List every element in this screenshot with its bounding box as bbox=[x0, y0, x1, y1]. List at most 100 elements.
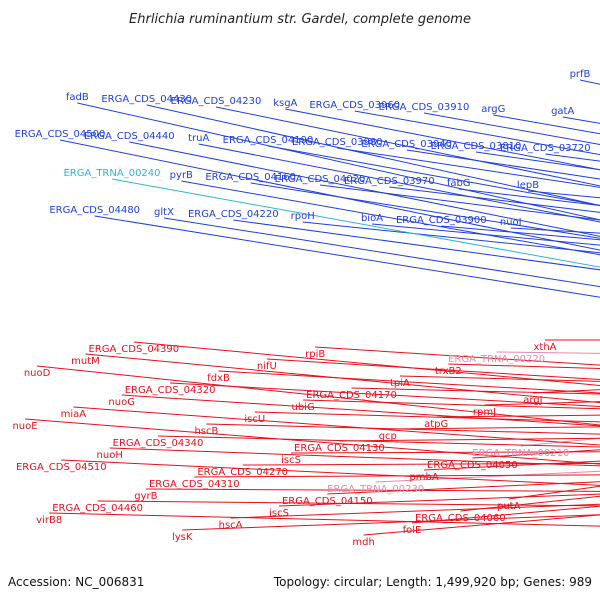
gene-label[interactable]: ERGA_CDS_04460 bbox=[52, 503, 143, 514]
gene-label[interactable]: fabG bbox=[447, 178, 471, 189]
label-leader bbox=[319, 184, 600, 221]
label-leader-layer bbox=[24, 79, 600, 536]
gene-label[interactable]: truA bbox=[188, 133, 209, 144]
gene-label[interactable]: fdxB bbox=[207, 373, 230, 384]
gene-label[interactable]: ERGA_CDS_04020 bbox=[275, 174, 366, 185]
gene-label[interactable]: iscS bbox=[281, 455, 301, 466]
gene-label[interactable]: virB8 bbox=[36, 515, 62, 526]
gene-label[interactable]: gcp bbox=[379, 431, 397, 442]
label-leader bbox=[406, 149, 600, 180]
label-leader bbox=[351, 387, 600, 395]
gene-label[interactable]: rpmJ bbox=[473, 407, 496, 418]
gene-label[interactable]: nifU bbox=[257, 361, 277, 372]
gene-label[interactable]: ERGA_CDS_04230 bbox=[171, 96, 262, 107]
label-leader bbox=[129, 141, 600, 237]
gene-label[interactable]: ERGA_CDS_04060 bbox=[415, 513, 506, 524]
gene-label[interactable]: putA bbox=[497, 501, 521, 512]
gene-label[interactable]: ERGA_CDS_03940 bbox=[361, 139, 452, 150]
label-leader bbox=[146, 104, 600, 207]
gene-label[interactable]: ERGA_CDS_04190 bbox=[223, 135, 314, 146]
gene-label[interactable]: tpiA bbox=[390, 378, 410, 389]
gene-label[interactable]: nuoI bbox=[500, 217, 522, 228]
gene-label[interactable]: argG bbox=[481, 104, 505, 115]
label-leader bbox=[61, 459, 600, 486]
label-leader bbox=[111, 178, 600, 268]
gene-label[interactable]: lysK bbox=[172, 532, 193, 543]
gene-label[interactable]: ERGA_TRNA_00220 bbox=[448, 354, 545, 365]
gene-label[interactable]: ERGA_CDS_04430 bbox=[101, 94, 192, 105]
gene-label[interactable]: ERGA_CDS_03960 bbox=[309, 100, 400, 111]
gene-label[interactable]: gyrB bbox=[134, 491, 157, 502]
gene-label[interactable]: rpiB bbox=[305, 349, 325, 360]
gene-label[interactable]: ERGA_TRNA_00230 bbox=[327, 484, 424, 495]
label-leader bbox=[267, 145, 600, 206]
gene-label[interactable]: bioA bbox=[361, 213, 383, 224]
gene-label[interactable]: lepB bbox=[517, 180, 539, 191]
gene-label[interactable]: mdh bbox=[352, 537, 374, 548]
gene-label[interactable]: nuoE bbox=[12, 421, 37, 432]
gene-label[interactable]: ERGA_CDS_04160 bbox=[205, 172, 296, 183]
gene-label[interactable]: ERGA_CDS_03970 bbox=[344, 176, 435, 187]
label-leader bbox=[285, 108, 600, 171]
gene-label[interactable]: ERGA_CDS_04150 bbox=[282, 496, 373, 507]
gene-label[interactable]: ksgA bbox=[273, 98, 297, 109]
gene-label[interactable]: ERGA_CDS_04340 bbox=[113, 438, 204, 449]
gene-label[interactable]: prfB bbox=[570, 69, 591, 80]
label-leader bbox=[121, 394, 600, 427]
gene-label[interactable]: ERGA_CDS_03720 bbox=[500, 143, 591, 154]
gene-label[interactable]: ERGA_CDS_04170 bbox=[306, 390, 397, 401]
gene-label[interactable]: hscA bbox=[219, 520, 243, 531]
gene-label[interactable]: miaA bbox=[61, 409, 87, 420]
gene-label[interactable]: hscB bbox=[194, 426, 218, 437]
gene-label[interactable]: ERGA_CDS_04320 bbox=[125, 385, 216, 396]
label-leader bbox=[254, 411, 600, 423]
gene-label[interactable]: ERGA_CDS_04440 bbox=[84, 131, 175, 142]
gene-label[interactable]: ERGA_CDS_04500 bbox=[15, 129, 106, 140]
label-leader bbox=[250, 182, 600, 239]
label-leader bbox=[302, 221, 600, 254]
gene-label[interactable]: atpG bbox=[424, 419, 448, 430]
gene-label[interactable]: mutM bbox=[71, 356, 100, 367]
label-leader bbox=[544, 339, 600, 341]
label-leader bbox=[579, 79, 600, 85]
gene-label[interactable]: xthA bbox=[533, 342, 556, 353]
label-leader bbox=[215, 106, 600, 187]
gene-label[interactable]: ERGA_CDS_03810 bbox=[431, 141, 522, 152]
gene-label[interactable]: iscU bbox=[244, 414, 265, 425]
label-leader bbox=[181, 180, 600, 256]
gene-label[interactable]: pmbA bbox=[409, 472, 438, 483]
gene-label[interactable]: ERGA_CDS_04130 bbox=[294, 443, 385, 454]
gene-label[interactable]: ERGA_CDS_04270 bbox=[197, 467, 288, 478]
gene-label[interactable]: gatA bbox=[551, 106, 574, 117]
gene-label[interactable]: ERGA_CDS_04310 bbox=[149, 479, 240, 490]
gene-label[interactable]: iscS bbox=[269, 508, 289, 519]
gene-label[interactable]: nuoG bbox=[108, 397, 135, 408]
gene-label[interactable]: ERGA_CDS_03980 bbox=[292, 137, 383, 148]
gene-label[interactable]: folE bbox=[403, 525, 422, 536]
gene-label[interactable]: ubiG bbox=[291, 402, 314, 413]
label-leader bbox=[242, 462, 600, 466]
gene-label[interactable]: ERGA_TRNA_00240 bbox=[63, 168, 160, 179]
gene-label[interactable]: gltX bbox=[154, 207, 174, 218]
gene-label[interactable]: ERGA_CDS_04390 bbox=[88, 344, 179, 355]
label-leader bbox=[49, 512, 600, 527]
gene-label[interactable]: argJ bbox=[523, 395, 542, 406]
gene-label[interactable]: ERGA_CDS_03910 bbox=[379, 102, 470, 113]
gene-label[interactable]: ERGA_CDS_04220 bbox=[188, 209, 279, 220]
gene-label[interactable]: ERGA_TRNA_00210 bbox=[472, 448, 569, 459]
gene-label[interactable]: nuoH bbox=[97, 450, 123, 461]
label-leader bbox=[339, 437, 600, 442]
gene-label[interactable]: ERGA_CDS_03900 bbox=[396, 215, 487, 226]
gene-label[interactable]: trxB2 bbox=[435, 366, 462, 377]
gene-label[interactable]: ERGA_CDS_04050 bbox=[427, 460, 518, 471]
label-leader bbox=[85, 353, 600, 404]
gene-label[interactable]: pyrB bbox=[170, 170, 193, 181]
gene-label[interactable]: rpoH bbox=[291, 211, 315, 222]
gene-label[interactable]: nuoD bbox=[24, 368, 51, 379]
label-leader bbox=[315, 346, 600, 366]
gene-label[interactable]: ERGA_CDS_04510 bbox=[16, 462, 107, 473]
gene-label[interactable]: fadB bbox=[66, 92, 89, 103]
label-leader bbox=[194, 474, 600, 478]
gene-label[interactable]: ERGA_CDS_04480 bbox=[49, 205, 140, 216]
label-leader bbox=[233, 219, 600, 271]
